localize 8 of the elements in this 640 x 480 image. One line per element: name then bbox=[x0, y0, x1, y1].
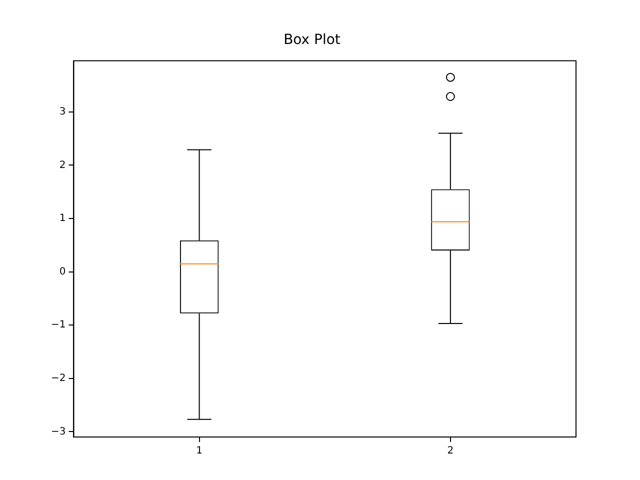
y-tick-label: 0 bbox=[59, 266, 66, 278]
y-tick-label: 2 bbox=[59, 160, 66, 171]
y-tick-label: −2 bbox=[50, 372, 66, 384]
y-tick-label: −3 bbox=[50, 426, 66, 438]
y-tick-label: 3 bbox=[59, 106, 66, 118]
y-tick-label: 1 bbox=[59, 213, 66, 224]
chart-title: Box Plot bbox=[284, 32, 341, 48]
y-tick-label: −1 bbox=[50, 320, 66, 331]
